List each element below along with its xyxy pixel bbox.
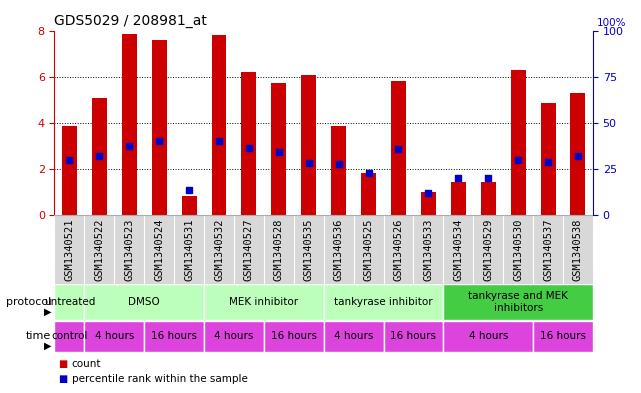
Point	[124, 143, 135, 149]
Bar	[92, 97, 107, 215]
Text: 16 hours: 16 hours	[151, 331, 197, 342]
Text: DMSO: DMSO	[128, 297, 160, 307]
Bar	[511, 70, 526, 215]
Point	[304, 160, 314, 166]
Point	[184, 187, 194, 194]
Bar	[54, 321, 85, 352]
Text: GSM1340538: GSM1340538	[573, 219, 583, 281]
Text: control: control	[51, 331, 88, 342]
Bar	[204, 321, 264, 352]
Bar	[122, 34, 137, 215]
Point	[94, 153, 104, 160]
Point	[513, 157, 523, 163]
Point	[64, 157, 74, 163]
Bar	[533, 321, 593, 352]
Bar	[301, 75, 316, 215]
Text: GSM1340528: GSM1340528	[274, 219, 284, 281]
Text: GSM1340527: GSM1340527	[244, 219, 254, 281]
Bar	[324, 321, 383, 352]
Point	[394, 146, 404, 152]
Text: GSM1340526: GSM1340526	[394, 219, 403, 281]
Text: 4 hours: 4 hours	[95, 331, 134, 342]
Bar	[152, 40, 167, 215]
Text: MEK inhibitor: MEK inhibitor	[229, 297, 299, 307]
Point	[214, 138, 224, 144]
Text: time: time	[26, 331, 51, 342]
Bar	[391, 81, 406, 215]
Bar	[540, 103, 556, 215]
Bar	[242, 72, 256, 215]
Point	[483, 175, 494, 182]
Bar	[570, 93, 585, 215]
Bar	[264, 321, 324, 352]
Text: 16 hours: 16 hours	[390, 331, 437, 342]
Text: ▶: ▶	[44, 341, 51, 351]
Bar	[62, 127, 77, 215]
Text: GSM1340534: GSM1340534	[453, 219, 463, 281]
Point	[363, 170, 374, 176]
Text: GSM1340525: GSM1340525	[363, 219, 374, 281]
Text: ▶: ▶	[44, 307, 51, 317]
Bar	[383, 321, 444, 352]
Text: percentile rank within the sample: percentile rank within the sample	[72, 374, 247, 384]
Bar	[451, 182, 466, 215]
Point	[333, 160, 344, 167]
Text: ■: ■	[58, 358, 67, 369]
Point	[573, 153, 583, 160]
Text: 16 hours: 16 hours	[271, 331, 317, 342]
Text: GSM1340535: GSM1340535	[304, 219, 313, 281]
Bar	[85, 321, 144, 352]
Text: 4 hours: 4 hours	[469, 331, 508, 342]
Bar	[444, 321, 533, 352]
Bar	[212, 35, 226, 215]
Point	[274, 149, 284, 155]
Text: GSM1340536: GSM1340536	[334, 219, 344, 281]
Text: 4 hours: 4 hours	[334, 331, 373, 342]
Text: GSM1340533: GSM1340533	[424, 219, 433, 281]
Point	[154, 138, 164, 144]
Bar	[421, 192, 436, 215]
Text: GDS5029 / 208981_at: GDS5029 / 208981_at	[54, 14, 207, 28]
Bar	[144, 321, 204, 352]
Text: GSM1340532: GSM1340532	[214, 219, 224, 281]
Bar	[331, 127, 346, 215]
Point	[244, 145, 254, 151]
Text: protocol: protocol	[6, 297, 51, 307]
Bar	[85, 284, 204, 320]
Bar	[181, 196, 197, 215]
Text: GSM1340530: GSM1340530	[513, 219, 523, 281]
Text: GSM1340531: GSM1340531	[184, 219, 194, 281]
Text: GSM1340522: GSM1340522	[94, 219, 104, 281]
Bar	[204, 284, 324, 320]
Text: untreated: untreated	[44, 297, 95, 307]
Text: 100%: 100%	[597, 18, 627, 28]
Point	[543, 159, 553, 165]
Text: 4 hours: 4 hours	[214, 331, 254, 342]
Bar	[54, 284, 85, 320]
Text: GSM1340537: GSM1340537	[543, 219, 553, 281]
Point	[453, 175, 463, 182]
Text: GSM1340529: GSM1340529	[483, 219, 493, 281]
Text: GSM1340524: GSM1340524	[154, 219, 164, 281]
Bar	[271, 83, 287, 215]
Text: GSM1340521: GSM1340521	[65, 219, 74, 281]
Text: ■: ■	[58, 374, 67, 384]
Text: count: count	[72, 358, 101, 369]
Bar	[324, 284, 444, 320]
Text: tankyrase and MEK
inhibitors: tankyrase and MEK inhibitors	[468, 291, 568, 313]
Text: 16 hours: 16 hours	[540, 331, 586, 342]
Bar	[444, 284, 593, 320]
Text: GSM1340523: GSM1340523	[124, 219, 134, 281]
Bar	[481, 182, 495, 215]
Point	[423, 190, 433, 196]
Bar	[361, 173, 376, 215]
Text: tankyrase inhibitor: tankyrase inhibitor	[334, 297, 433, 307]
